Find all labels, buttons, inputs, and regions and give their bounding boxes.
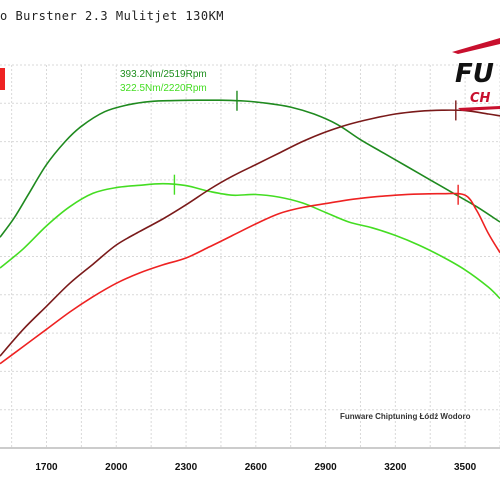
- x-tick-label: 3200: [384, 462, 407, 473]
- series-line-0: [0, 99, 500, 238]
- chart-title: o Burstner 2.3 Mulitjet 130KM: [0, 9, 224, 23]
- footer-credit: Funware Chiptuning Łódź Wodoro: [340, 412, 471, 421]
- logo: FU CH: [452, 38, 500, 111]
- grid: [0, 64, 500, 449]
- annotation-light-green: 322.5Nm/2220Rpm: [120, 83, 207, 94]
- x-tick-label: 2300: [175, 462, 198, 473]
- annotation-dark-green: 393.2Nm/2519Rpm: [120, 69, 207, 80]
- series-line-2: [0, 109, 500, 357]
- series-layer: [0, 90, 500, 365]
- x-tick-label: 2600: [245, 462, 268, 473]
- x-tick-label: 2900: [314, 462, 337, 473]
- x-axis-ticks: 1700 2000 2300 2600 2900 3200 3500: [35, 462, 476, 473]
- series-line-3: [0, 192, 500, 365]
- x-tick-label: 2000: [105, 462, 128, 473]
- x-tick-label: 3500: [454, 462, 477, 473]
- logo-line1: FU: [455, 59, 494, 89]
- x-tick-label: 1700: [35, 462, 58, 473]
- logo-line2: CH: [470, 91, 491, 106]
- series-line-1: [0, 182, 500, 300]
- legend-red-marker: [0, 68, 5, 90]
